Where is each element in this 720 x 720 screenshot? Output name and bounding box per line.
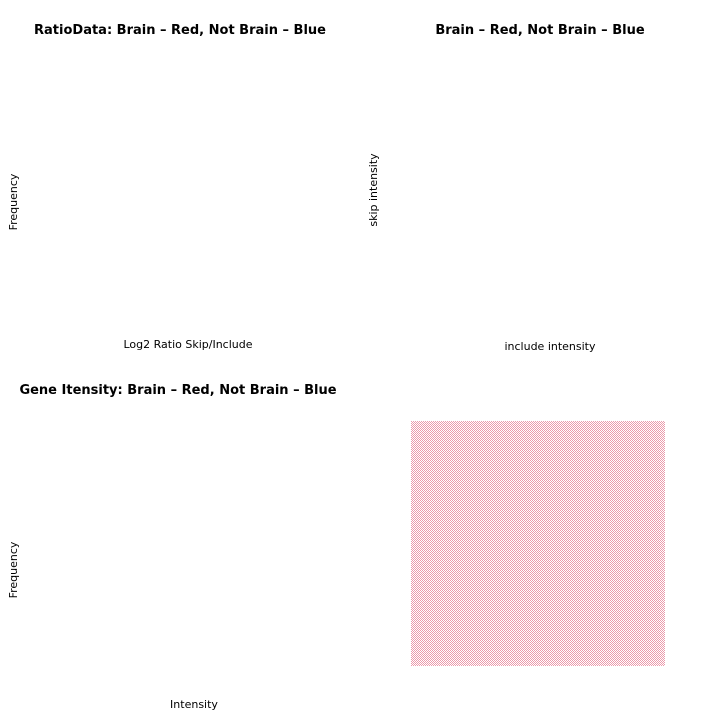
panel-intensity-histogram: Gene Itensity: Brain – Red, Not Brain – … bbox=[0, 360, 360, 720]
ratio-histogram-ylabel: Frequency bbox=[7, 173, 20, 230]
panel-ratio-histogram: RatioData: Brain – Red, Not Brain – Blue… bbox=[0, 0, 360, 360]
ratio-histogram-xlabel: Log2 Ratio Skip/Include bbox=[123, 338, 252, 351]
scatter-svg: Brain – Red, Not Brain – Blue include in… bbox=[367, 23, 645, 353]
ratio-histogram-title: RatioData: Brain – Red, Not Brain – Blue bbox=[34, 23, 326, 38]
intensity-histogram-svg: Gene Itensity: Brain – Red, Not Brain – … bbox=[7, 383, 337, 711]
scatter-title: Brain – Red, Not Brain – Blue bbox=[435, 23, 644, 38]
scatter-ylabel: skip intensity bbox=[367, 153, 380, 227]
info-background bbox=[411, 421, 665, 666]
ratio-histogram-svg: RatioData: Brain – Red, Not Brain – Blue… bbox=[7, 23, 326, 351]
intensity-histogram-xlabel: Intensity bbox=[170, 698, 218, 711]
panel-info bbox=[360, 360, 720, 720]
info-svg bbox=[411, 421, 665, 666]
intensity-histogram-title: Gene Itensity: Brain – Red, Not Brain – … bbox=[19, 383, 336, 398]
panel-scatter: Brain – Red, Not Brain – Blue include in… bbox=[360, 0, 720, 360]
scatter-xlabel: include intensity bbox=[504, 340, 596, 353]
intensity-histogram-ylabel: Frequency bbox=[7, 541, 20, 598]
